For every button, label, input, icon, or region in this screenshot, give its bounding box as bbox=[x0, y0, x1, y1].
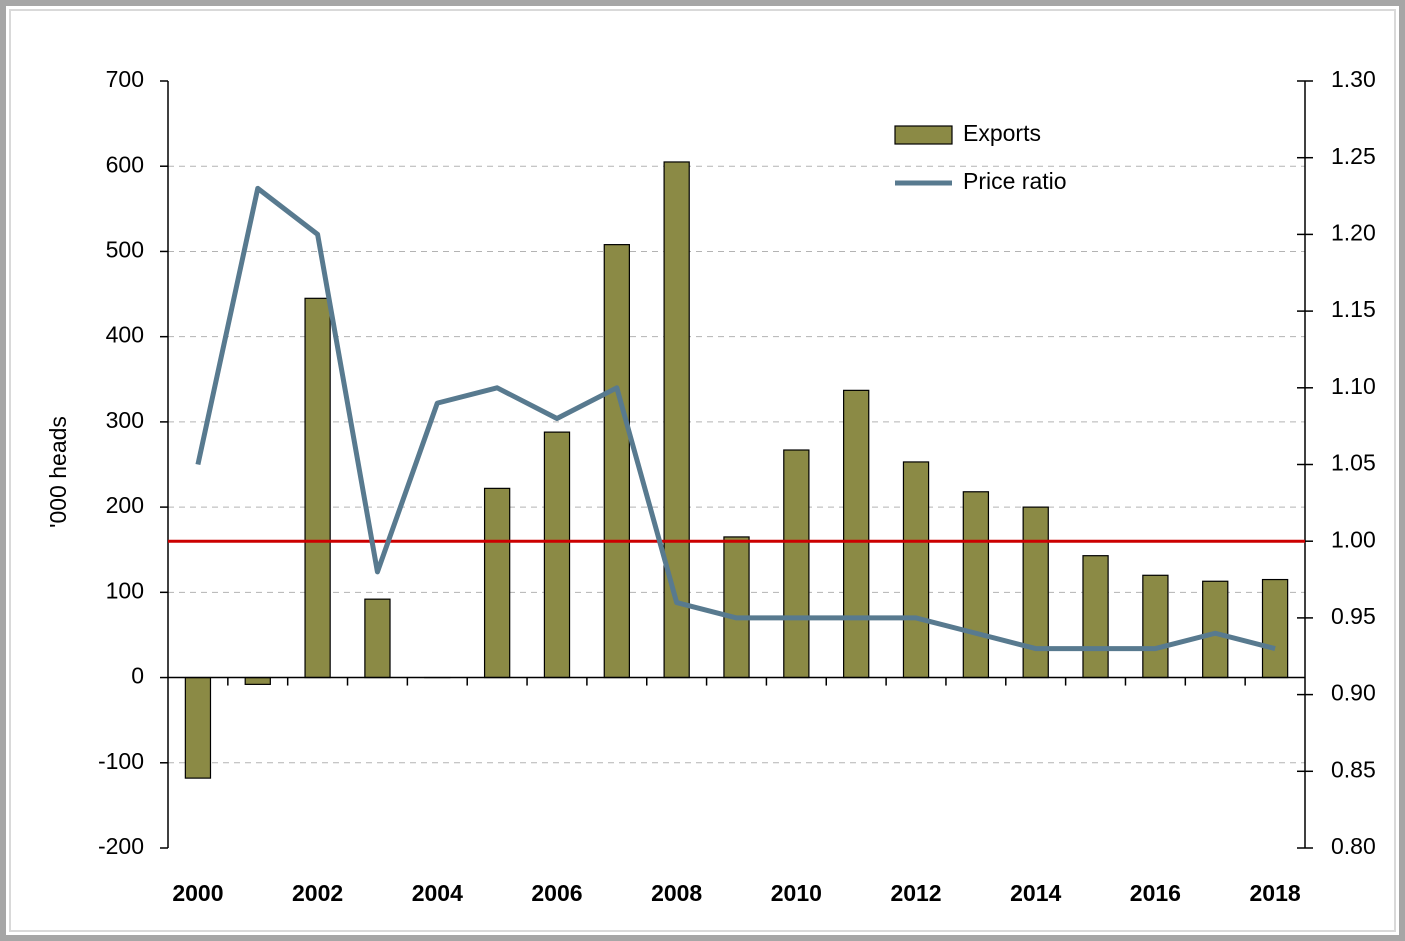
bar bbox=[783, 449, 810, 679]
bar bbox=[244, 676, 271, 685]
bar bbox=[1202, 580, 1229, 679]
y-tick-label: -200 bbox=[98, 833, 144, 859]
y-axis-label: '000 heads bbox=[45, 416, 71, 528]
y2-tick-label: 0.95 bbox=[1331, 603, 1376, 629]
x-tick-label: 2008 bbox=[651, 880, 702, 906]
bar bbox=[843, 389, 870, 679]
y2-tick-label: 1.05 bbox=[1331, 450, 1376, 476]
bar bbox=[543, 431, 571, 679]
x-tick-label: 2002 bbox=[292, 880, 343, 906]
line bbox=[195, 185, 1276, 652]
bar bbox=[364, 598, 391, 679]
y2-tick-label: 1.10 bbox=[1331, 373, 1376, 399]
frame-inner bbox=[9, 9, 1396, 932]
bar bbox=[962, 491, 990, 679]
bar bbox=[723, 536, 750, 679]
legend-label: Price ratio bbox=[963, 168, 1067, 194]
y-tick-label: 500 bbox=[106, 237, 144, 263]
x-tick-label: 2014 bbox=[1010, 880, 1061, 906]
bar bbox=[902, 461, 930, 679]
y-tick-label: 0 bbox=[131, 663, 144, 689]
y-tick-label: 400 bbox=[106, 322, 144, 348]
bar bbox=[1142, 574, 1169, 679]
x-tick-label: 2000 bbox=[172, 880, 223, 906]
x-tick-label: 2012 bbox=[890, 880, 941, 906]
legend-swatch bbox=[894, 125, 953, 145]
bar bbox=[184, 676, 212, 779]
bar bbox=[663, 161, 690, 679]
legend-label: Exports bbox=[963, 120, 1041, 146]
y-tick-label: 100 bbox=[106, 577, 144, 603]
x-tick-label: 2010 bbox=[771, 880, 822, 906]
bar bbox=[1261, 578, 1289, 679]
bar bbox=[603, 244, 630, 679]
y-tick-label: 600 bbox=[106, 151, 144, 177]
x-tick-label: 2018 bbox=[1249, 880, 1300, 906]
y-tick-label: 200 bbox=[106, 492, 144, 518]
bar bbox=[483, 487, 511, 679]
y2-tick-label: 1.00 bbox=[1331, 526, 1376, 552]
bar bbox=[1082, 555, 1109, 679]
y-tick-label: -100 bbox=[98, 748, 144, 774]
bar bbox=[1022, 506, 1049, 679]
y2-tick-label: 0.80 bbox=[1331, 833, 1376, 859]
x-tick-label: 2006 bbox=[531, 880, 582, 906]
x-tick-label: 2004 bbox=[412, 880, 463, 906]
bar bbox=[304, 297, 331, 679]
y2-tick-label: 1.30 bbox=[1331, 66, 1376, 92]
y-tick-label: 700 bbox=[106, 66, 144, 92]
y2-tick-label: 0.90 bbox=[1331, 680, 1376, 706]
y-tick-label: 300 bbox=[106, 407, 144, 433]
y2-tick-label: 1.25 bbox=[1331, 143, 1376, 169]
x-tick-label: 2016 bbox=[1130, 880, 1181, 906]
y2-tick-label: 1.15 bbox=[1331, 296, 1376, 322]
y2-tick-label: 1.20 bbox=[1331, 219, 1376, 245]
y2-tick-label: 0.85 bbox=[1331, 756, 1376, 782]
